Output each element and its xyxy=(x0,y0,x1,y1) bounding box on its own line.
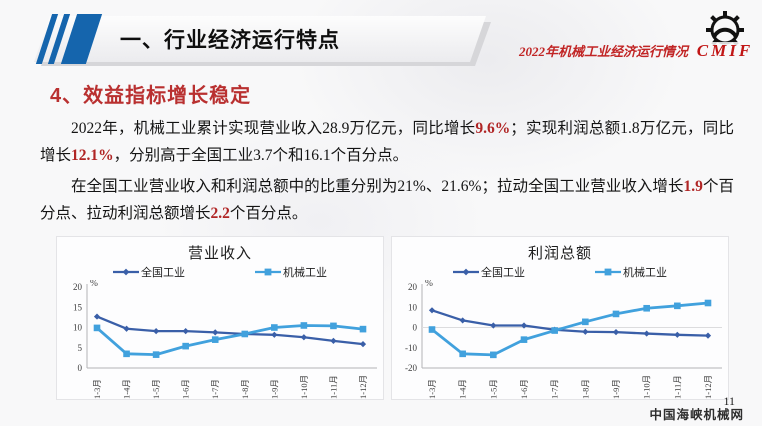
svg-text:1-9月: 1-9月 xyxy=(269,379,279,399)
page-number: 11 xyxy=(723,394,735,408)
svg-text:1-3月: 1-3月 xyxy=(92,379,102,399)
svg-text:10: 10 xyxy=(408,302,418,312)
svg-text:1-10月: 1-10月 xyxy=(642,375,652,399)
header-banner: 一、行业经济运行特点 xyxy=(34,16,486,62)
svg-text:1-4月: 1-4月 xyxy=(458,379,468,399)
chart-legend: 全国工业 机械工业 xyxy=(392,263,728,280)
svg-text:20: 20 xyxy=(73,282,83,292)
revenue-chart-panel: 营业收入 全国工业 机械工业 0 5 10 15 20% 1-3月 1-4月 1-5月 1-6月 1… xyxy=(56,236,384,400)
paragraph: 在全国工业营业收入和利润总额中的比重分别为21%、21.6%；拉动全国工业营业收… xyxy=(40,178,734,222)
legend-item: 全国工业 xyxy=(113,264,185,280)
chart-title: 营业收入 xyxy=(187,246,252,262)
section-heading: 4、效益指标增长稳定 xyxy=(50,85,252,107)
svg-text:5: 5 xyxy=(78,343,83,353)
svg-text:0: 0 xyxy=(413,323,418,333)
svg-text:%: % xyxy=(90,280,98,289)
revenue-chart-plot: 0 5 10 15 20 % 1-3月 1-4月 1-5月 1-6月 1-7月 1-8月 1-9月 1-1… xyxy=(73,280,377,399)
svg-text:1-12月: 1-12月 xyxy=(358,375,368,399)
watermark: 中国海峡机械网 xyxy=(649,408,744,422)
svg-text:1-7月: 1-7月 xyxy=(210,379,220,399)
report-subtitle: 2022年机械工业经济运行情况 xyxy=(518,44,688,59)
svg-text:1-3月: 1-3月 xyxy=(427,379,437,399)
chart-legend: 全国工业 机械工业 xyxy=(57,263,383,280)
svg-text:15: 15 xyxy=(73,302,83,312)
paragraph: 2022年，机械工业累计实现营业收入28.9万亿元，同比增长9.6%；实现利润总… xyxy=(40,120,734,164)
svg-text:1-4月: 1-4月 xyxy=(122,379,132,399)
svg-text:1-5月: 1-5月 xyxy=(488,379,498,399)
svg-text:1-8月: 1-8月 xyxy=(580,379,590,399)
svg-text:%: % xyxy=(425,280,433,289)
legend-item: 机械工业 xyxy=(255,264,327,280)
svg-text:1-8月: 1-8月 xyxy=(240,379,250,399)
profit-chart-plot: -20 -10 0 10 20 % 1-3月 1-4月 1-5月 1-6月 1-7月 1-8月 1-9月… xyxy=(405,280,722,399)
svg-text:1-12月: 1-12月 xyxy=(703,375,713,399)
svg-text:1-6月: 1-6月 xyxy=(181,379,191,399)
legend-item: 全国工业 xyxy=(453,264,525,280)
gear-icon: CMIF xyxy=(697,11,753,60)
svg-text:1-11月: 1-11月 xyxy=(328,375,338,399)
svg-text:20: 20 xyxy=(408,282,418,292)
cmif-logo: CMIF xyxy=(694,6,756,66)
chart-title: 利润总额 xyxy=(527,246,592,262)
svg-text:1-7月: 1-7月 xyxy=(550,379,560,399)
body-text: 2022年，机械工业累计实现营业收入28.9万亿元，同比增长9.6%；实现利润总… xyxy=(40,116,734,233)
profit-chart-panel: 利润总额 全国工业 机械工业 -20 -10 0 10 20% 1-3月 1-4月 1-5月 1-… xyxy=(391,236,729,400)
svg-text:1-11月: 1-11月 xyxy=(672,375,682,399)
logo-text: CMIF xyxy=(697,41,753,60)
legend-item: 机械工业 xyxy=(595,264,667,280)
svg-text:-20: -20 xyxy=(405,363,417,373)
page-title: 一、行业经济运行特点 xyxy=(120,29,340,52)
svg-text:1-6月: 1-6月 xyxy=(519,379,529,399)
svg-text:1-10月: 1-10月 xyxy=(299,375,309,399)
svg-text:10: 10 xyxy=(73,323,83,333)
svg-text:-10: -10 xyxy=(405,343,417,353)
svg-text:0: 0 xyxy=(78,363,83,373)
svg-text:1-9月: 1-9月 xyxy=(611,379,621,399)
svg-text:1-5月: 1-5月 xyxy=(151,379,161,399)
